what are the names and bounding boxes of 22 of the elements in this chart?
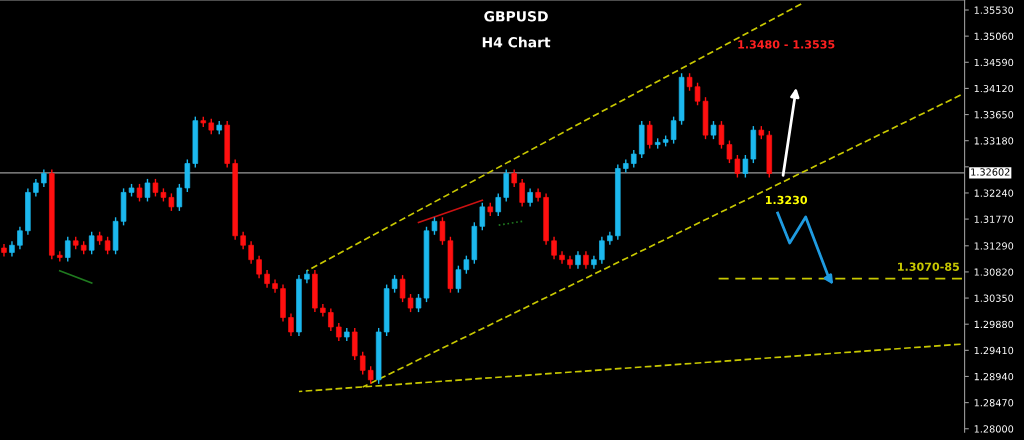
annotation: 1.3480 - 1.3535 (738, 40, 835, 49)
y-tick-label: 1.28940 (974, 372, 1014, 381)
y-tick-label: 1.29880 (974, 320, 1014, 329)
y-tick-label: 1.29410 (974, 346, 1014, 355)
y-tick-label: 1.33180 (974, 137, 1014, 145)
text: H4 Chart (482, 36, 551, 48)
y-tick-label: 1.34590 (974, 58, 1014, 67)
y-tick-label: 1.33650 (974, 111, 1014, 119)
y-tick-label: 1.34120 (974, 84, 1014, 93)
y-tick-label: 1.30820 (974, 268, 1014, 276)
y-tick-label: 1.28470 (974, 399, 1014, 407)
text: GBPUSD (484, 11, 548, 22)
annotation: 1.3230 (765, 195, 808, 205)
y-tick-label: 1.35060 (974, 32, 1014, 40)
y-tick-label: 1.31290 (974, 242, 1014, 250)
y-tick-label: 1.32240 (974, 189, 1014, 197)
y-tick-label: 1.30350 (974, 294, 1014, 302)
y-tick-label: 1.28000 (974, 425, 1014, 433)
y-tick-label: 1.31770 (974, 215, 1014, 223)
y-tick-label: 1.35530 (974, 6, 1014, 14)
ref-line-label: 1.3070-85 (898, 262, 960, 271)
ref-line-label: 1.32602 (971, 168, 1010, 176)
